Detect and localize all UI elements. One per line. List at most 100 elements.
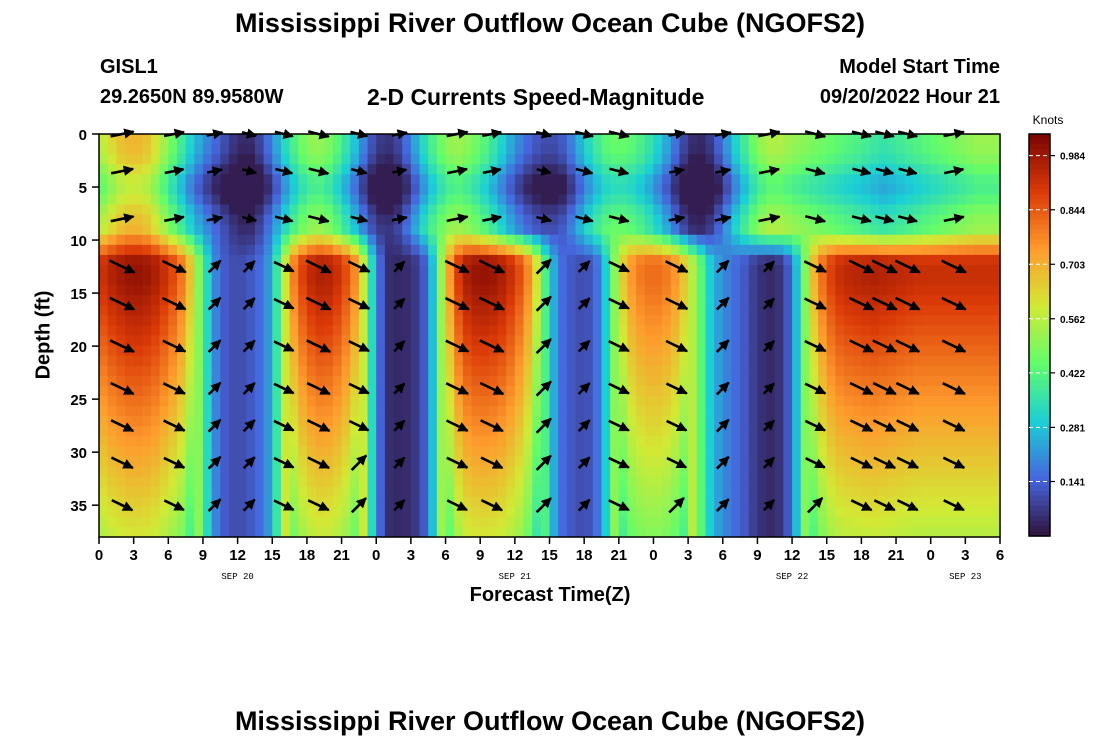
heatmap-cell <box>254 254 265 266</box>
heatmap-cell <box>566 436 577 447</box>
heatmap-cell <box>150 234 161 246</box>
heatmap-cell <box>896 194 906 206</box>
heatmap-cell <box>844 506 854 518</box>
current-vector-arrow <box>942 456 966 469</box>
heatmap-cell <box>384 516 395 528</box>
heatmap-cell <box>133 446 143 457</box>
heatmap-cell <box>714 486 724 498</box>
heatmap-cell <box>688 375 698 387</box>
current-vector-arrow <box>805 166 826 177</box>
heatmap-cell <box>358 476 369 488</box>
heatmap-cell <box>540 194 551 206</box>
heatmap-cell <box>194 184 204 196</box>
heatmap-cell <box>99 134 109 145</box>
heatmap-cell <box>731 486 741 498</box>
heatmap-cell <box>298 375 308 387</box>
heatmap-cell <box>480 446 490 457</box>
heatmap-cell <box>523 436 533 447</box>
heatmap-cell <box>948 406 958 417</box>
heatmap-cell <box>870 244 880 256</box>
heatmap-cell <box>792 295 802 306</box>
heatmap-cell <box>480 234 490 246</box>
heatmap-cell <box>887 506 897 518</box>
heatmap-cell <box>107 375 117 387</box>
heatmap-cell <box>480 426 490 437</box>
heatmap-cell <box>523 516 533 528</box>
heatmap-cell <box>644 355 655 367</box>
heatmap-cell <box>168 174 178 185</box>
heatmap-cell <box>315 285 325 296</box>
current-vector-arrow <box>871 259 898 274</box>
heatmap-cell <box>740 285 750 296</box>
heatmap-cell <box>870 365 880 377</box>
heatmap-cell <box>506 174 516 185</box>
heatmap-cell <box>185 234 195 246</box>
heatmap-cell <box>662 365 672 377</box>
heatmap-cell <box>116 134 126 145</box>
heatmap-cell <box>922 426 932 437</box>
heatmap-cell <box>211 516 221 528</box>
heatmap-cell <box>124 275 135 286</box>
heatmap-cell <box>644 295 655 306</box>
heatmap-cell <box>133 204 143 216</box>
heatmap-cell <box>878 275 888 286</box>
heatmap-cell <box>748 134 759 145</box>
heatmap-cell <box>298 164 308 175</box>
heatmap-cell <box>540 406 551 417</box>
heatmap-cell <box>324 275 334 286</box>
heatmap-cell <box>991 315 1001 327</box>
heatmap-cell <box>748 194 759 206</box>
heatmap-cell <box>575 365 585 377</box>
heatmap-cell <box>124 416 135 427</box>
current-vector-arrow <box>242 297 256 311</box>
heatmap-cell <box>618 416 629 427</box>
heatmap-cell <box>783 224 793 236</box>
heatmap-cell <box>185 254 195 266</box>
heatmap-cell <box>601 456 611 468</box>
heatmap-cell <box>740 375 750 387</box>
heatmap-cell <box>913 506 923 518</box>
heatmap-cell <box>263 204 273 216</box>
heatmap-cell <box>965 395 975 407</box>
heatmap-cell <box>766 184 776 196</box>
heatmap-cell <box>306 486 317 498</box>
heatmap-cell <box>740 174 750 185</box>
heatmap-cell <box>332 406 343 417</box>
heatmap-cell <box>350 446 360 457</box>
heatmap-cell <box>384 144 395 155</box>
heatmap-cell <box>358 134 369 145</box>
heatmap-cell <box>688 174 698 185</box>
heatmap-cell <box>792 496 802 508</box>
heatmap-cell <box>922 486 932 498</box>
heatmap-cell <box>471 295 481 306</box>
heatmap-cell <box>792 526 802 538</box>
heatmap-cell <box>99 365 109 377</box>
heatmap-cell <box>428 194 438 206</box>
heatmap-cell <box>497 134 507 145</box>
heatmap-cell <box>211 275 221 286</box>
heatmap-cell <box>766 355 776 367</box>
heatmap-cell <box>488 134 499 145</box>
heatmap-cell <box>289 486 299 498</box>
heatmap-cell <box>402 355 412 367</box>
heatmap-cell <box>436 295 447 306</box>
heatmap-cell <box>636 345 646 357</box>
heatmap-cell <box>272 506 282 518</box>
heatmap-cell <box>610 234 620 246</box>
heatmap-cell <box>757 416 767 427</box>
heatmap-cell <box>575 436 585 447</box>
heatmap-cell <box>306 385 317 397</box>
heatmap-cell <box>176 365 187 377</box>
heatmap-cell <box>705 254 715 266</box>
heatmap-cell <box>124 254 135 266</box>
heatmap-cell <box>913 315 923 327</box>
heatmap-cell <box>601 426 611 437</box>
heatmap-cell <box>670 295 681 306</box>
colorbar-segment <box>1029 144 1050 150</box>
heatmap-cell <box>176 254 187 266</box>
heatmap-cell <box>722 395 733 407</box>
heatmap-cell <box>818 244 828 256</box>
heatmap-cell <box>402 325 412 337</box>
heatmap-cell <box>549 345 559 357</box>
